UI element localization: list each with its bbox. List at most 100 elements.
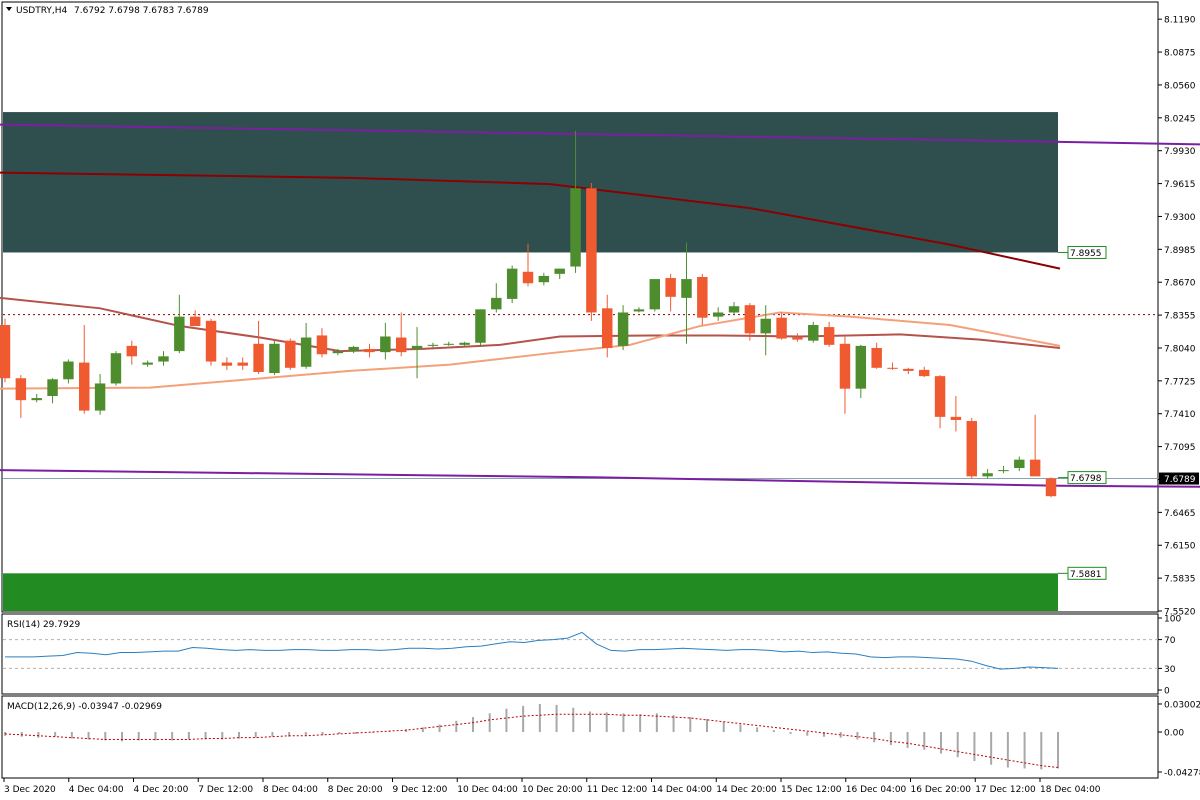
candle — [1029, 414, 1041, 477]
candle-body — [538, 275, 550, 283]
candle-body — [950, 416, 962, 420]
candle — [538, 272, 550, 286]
candle-body — [1045, 478, 1057, 497]
candle — [808, 321, 819, 343]
candle-body — [348, 346, 359, 352]
candle-body — [506, 268, 518, 299]
candle — [839, 335, 851, 414]
time-tick-label: 14 Dec 20:00 — [716, 785, 777, 795]
candle-body — [110, 353, 122, 384]
candle-body — [364, 349, 375, 353]
candle-body — [808, 325, 819, 341]
price-tick-label: 8.0875 — [1164, 49, 1196, 59]
symbol-label: USDTRY,H4 — [16, 6, 68, 16]
candle-body — [285, 340, 296, 368]
candle-body — [380, 336, 391, 353]
candle-body — [649, 279, 661, 310]
price-tick-label: 7.7410 — [1164, 410, 1196, 420]
candle — [79, 325, 90, 414]
candle — [934, 375, 946, 429]
candle-body — [934, 376, 946, 417]
candle-body — [189, 316, 201, 327]
candle — [506, 265, 518, 304]
candle-body — [887, 367, 898, 369]
moving-average-purple-1 — [0, 469, 1200, 488]
candle — [63, 359, 74, 384]
candle-body — [839, 343, 851, 389]
candle — [427, 342, 439, 348]
candle-body — [94, 383, 106, 411]
candle — [760, 305, 771, 356]
candle — [332, 349, 344, 356]
bid-level-label: 7.6798 — [1070, 474, 1102, 484]
candle — [554, 268, 565, 280]
time-tick-label: 4 Dec 04:00 — [69, 785, 124, 795]
candle — [205, 318, 217, 366]
candle — [459, 341, 470, 346]
candle-body — [712, 312, 724, 317]
candle — [728, 302, 740, 315]
candle-body — [316, 335, 328, 355]
candle — [982, 469, 993, 479]
candle-body — [300, 337, 312, 367]
candle-body — [0, 325, 11, 379]
candle — [1045, 477, 1057, 498]
ohlc-readout: 7.6792 7.6798 7.6783 7.6789 — [74, 6, 209, 16]
candle-body — [491, 297, 502, 310]
rsi-tick-label: 30 — [1164, 665, 1176, 675]
candle-body — [47, 379, 58, 396]
candle-body — [221, 362, 233, 366]
price-tick-label: 7.8670 — [1164, 279, 1196, 289]
macd-title: MACD(12,26,9) -0.03947 -0.02969 — [7, 702, 162, 712]
price-tick-label: 7.8040 — [1164, 344, 1196, 354]
candle — [221, 357, 233, 370]
candle — [126, 340, 138, 365]
candle — [94, 374, 106, 415]
rsi-tick-label: 0 — [1164, 687, 1170, 697]
current-price-label: 7.6789 — [1164, 475, 1196, 485]
candle — [855, 344, 867, 399]
candle — [998, 465, 1009, 474]
candle — [31, 393, 42, 403]
candle-body — [617, 312, 629, 346]
resistance-zone — [3, 112, 1058, 253]
candle-body — [332, 351, 344, 354]
candle-body — [174, 316, 185, 352]
macd-tick-label: 0.03002 — [1164, 700, 1200, 710]
candle — [918, 366, 930, 378]
candle — [697, 273, 708, 326]
time-tick-label: 3 Dec 2020 — [4, 785, 56, 795]
time-tick-label: 8 Dec 20:00 — [328, 785, 383, 795]
moving-average-salmon-4 — [0, 311, 1061, 390]
candle — [570, 130, 581, 273]
time-tick-label: 18 Dec 04:00 — [1040, 785, 1101, 795]
candle — [633, 307, 645, 313]
candle-body — [728, 306, 740, 313]
price-tick-label: 8.0560 — [1164, 81, 1196, 91]
axis-layer: 7.8955 7.5881 7.6798 8.1190 8.0875 8.0560 8.02… — [3, 16, 1200, 795]
candle — [712, 307, 724, 321]
candle — [15, 375, 27, 418]
candle — [142, 360, 153, 367]
time-tick-label: 17 Dec 12:00 — [975, 785, 1036, 795]
candle — [443, 341, 454, 346]
moving-average-darkred-2 — [0, 171, 1061, 270]
candle-body — [903, 368, 914, 371]
price-tick-label: 7.9615 — [1164, 180, 1196, 190]
candle-body — [158, 356, 169, 362]
candle — [348, 345, 359, 354]
candle-body — [269, 343, 280, 374]
candle — [1014, 456, 1025, 472]
rsi-tick-label: 100 — [1164, 615, 1181, 625]
candle — [47, 378, 58, 404]
candle-body — [998, 470, 1009, 472]
price-tick-label: 7.6150 — [1164, 542, 1196, 552]
support-level-label: 7.5881 — [1070, 570, 1102, 580]
candle — [903, 367, 914, 375]
candle — [823, 321, 835, 347]
candle-body — [665, 278, 676, 297]
candle-body — [126, 345, 138, 357]
symbol-dropdown-icon[interactable] — [6, 7, 12, 11]
candle-body — [63, 361, 74, 380]
